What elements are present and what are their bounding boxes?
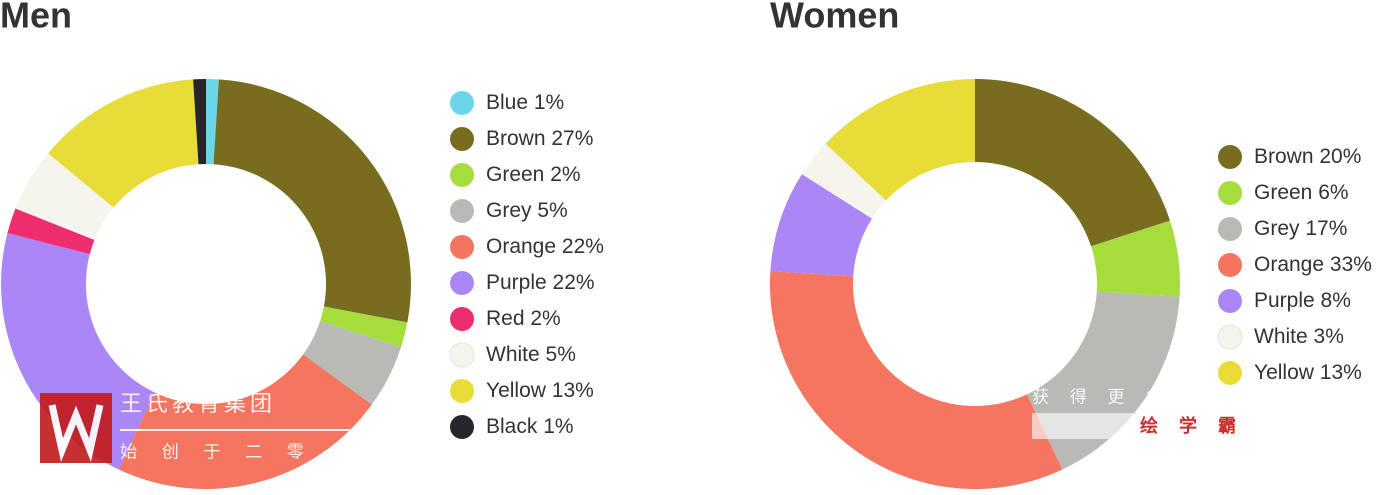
chart-title: Men — [0, 0, 72, 36]
watermark-more: 获 得 更 多 — [1032, 387, 1170, 406]
legend-swatch — [1218, 217, 1242, 241]
wedge — [1, 233, 155, 470]
wedge — [15, 153, 114, 240]
legend-value: 5% — [537, 199, 567, 222]
legend-name: Grey — [1254, 217, 1300, 240]
legend-name: Brown — [1254, 145, 1314, 168]
legend-swatch — [450, 91, 474, 115]
legend-value: 33% — [1330, 253, 1372, 276]
wedge — [975, 79, 1170, 247]
legend-value: 13% — [552, 379, 594, 402]
legend-swatch — [450, 163, 474, 187]
wedge — [770, 174, 872, 277]
wedge — [48, 79, 199, 208]
watermark-band — [1032, 413, 1337, 439]
legend-entry: White 5% — [486, 343, 576, 366]
legend-value: 1% — [543, 415, 573, 438]
legend-swatch — [450, 379, 474, 403]
legend-swatch — [450, 127, 474, 151]
legend-swatch — [1218, 181, 1242, 205]
legend-entry: Orange 33% — [1254, 253, 1372, 276]
legend-name: Orange — [486, 235, 556, 258]
legend-swatch — [1218, 361, 1242, 385]
watermark-logo-mark — [48, 404, 104, 462]
legend-entry: Purple 22% — [486, 271, 595, 294]
wedge — [770, 271, 1063, 489]
legend-value: 5% — [546, 343, 576, 366]
legend-name: Green — [1254, 181, 1312, 204]
watermark: 王氏教育集团 始 创 于 二 零 获 得 更 多 绘 学 霸 — [40, 387, 1337, 463]
legend-name: Purple — [486, 271, 547, 294]
legend-name: Orange — [1254, 253, 1324, 276]
legend-value: 22% — [553, 271, 595, 294]
legend-value: 8% — [1321, 289, 1351, 312]
wedge — [193, 79, 206, 165]
wedge — [118, 354, 372, 489]
legend-entry: Brown 27% — [486, 127, 593, 150]
legend-value: 27% — [551, 127, 593, 150]
legend-entry: Grey 17% — [1254, 217, 1347, 240]
legend-name: White — [1254, 325, 1308, 348]
wedge — [303, 321, 401, 405]
wedge — [213, 79, 411, 323]
watermark-app: 绘 学 霸 — [1140, 415, 1244, 436]
wedge — [320, 306, 408, 348]
legend-entry: Brown 20% — [1254, 145, 1361, 168]
legend-entry: Yellow 13% — [1254, 361, 1362, 384]
legend-swatch — [450, 271, 474, 295]
watermark-logo — [40, 393, 112, 463]
legend-swatch — [1218, 253, 1242, 277]
legend-swatch — [450, 235, 474, 259]
legend-swatch — [450, 307, 474, 331]
legend-name: Blue — [486, 91, 528, 114]
legend-value: 20% — [1319, 145, 1361, 168]
legend-entry: Black 1% — [486, 415, 574, 438]
legend-name: Purple — [1254, 289, 1315, 312]
legend-swatch — [450, 199, 474, 223]
legend-swatch — [449, 342, 475, 368]
legend-swatch — [1218, 145, 1242, 169]
legend-entry: Red 2% — [486, 307, 561, 330]
legend-value: 13% — [1320, 361, 1362, 384]
legend-name: Green — [486, 163, 544, 186]
wedge — [206, 79, 219, 165]
legend-swatch — [1218, 289, 1242, 313]
legend-name: Brown — [486, 127, 546, 150]
legend-value: 2% — [550, 163, 580, 186]
legend-swatch — [1217, 324, 1243, 350]
legend-name: Grey — [486, 199, 532, 222]
legend-entry: White 3% — [1254, 325, 1344, 348]
legend-name: Black — [486, 415, 538, 438]
watermark-tagline: 始 创 于 二 零 — [120, 442, 314, 461]
legend-name: Yellow — [486, 379, 547, 402]
legend-value: 22% — [562, 235, 604, 258]
legend-swatch — [450, 415, 474, 439]
legend-value: 6% — [1318, 181, 1348, 204]
wedge — [7, 208, 95, 255]
legend-value: 3% — [1314, 325, 1344, 348]
legend-entry: Green 2% — [486, 163, 581, 186]
wedge — [1091, 220, 1180, 297]
legend-name: White — [486, 343, 540, 366]
legend-name: Red — [486, 307, 525, 330]
legend-entry: Green 6% — [1254, 181, 1349, 204]
wedge — [825, 79, 975, 201]
legend-name: Yellow — [1254, 361, 1315, 384]
wedge — [1026, 291, 1180, 470]
legend-value: 1% — [534, 91, 564, 114]
wedge — [801, 143, 887, 219]
legend-entry: Yellow 13% — [486, 379, 594, 402]
watermark-brand: 王氏教育集团 — [120, 391, 276, 416]
legend-entry: Grey 5% — [486, 199, 568, 222]
chart-title: Women — [770, 0, 899, 36]
legend-entry: Purple 8% — [1254, 289, 1351, 312]
legend-entry: Orange 22% — [486, 235, 604, 258]
legend-entry: Blue 1% — [486, 91, 564, 114]
legend-value: 2% — [530, 307, 560, 330]
legend-value: 17% — [1305, 217, 1347, 240]
